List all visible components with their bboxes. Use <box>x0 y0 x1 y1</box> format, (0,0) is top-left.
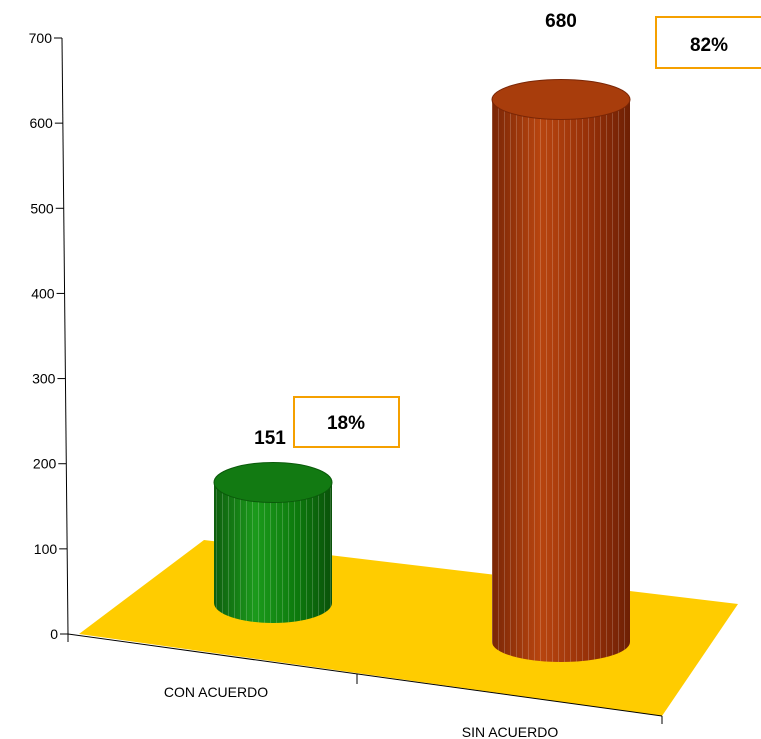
bar-texture <box>214 482 332 623</box>
y-axis-tick-label: 200 <box>33 456 57 472</box>
percent-label-con-acuerdo: 18% <box>327 413 365 434</box>
percent-box-con-acuerdo <box>293 396 400 448</box>
percent-label-sin-acuerdo: 82% <box>690 35 728 56</box>
y-axis-tick-label: 500 <box>30 200 54 216</box>
y-axis-tick-label: 300 <box>32 371 56 387</box>
bar-top <box>213 462 333 504</box>
y-axis-tick-label: 600 <box>29 115 53 131</box>
x-axis <box>67 633 663 724</box>
value-label-sin-acuerdo: 680 <box>545 11 577 32</box>
x-axis-line <box>67 633 663 717</box>
bar-top <box>491 79 631 121</box>
percent-box-sin-acuerdo <box>655 16 761 69</box>
bar-con-acuerdo <box>213 462 333 623</box>
y-axis-tick-label: 400 <box>31 285 55 301</box>
y-axis-tick-label: 100 <box>34 541 58 557</box>
bar-sin-acuerdo <box>491 79 631 662</box>
y-axis-tick-label: 0 <box>50 626 58 642</box>
category-label-sin-acuerdo: SIN ACUERDO <box>462 724 559 739</box>
bars-group <box>213 79 631 662</box>
value-label-con-acuerdo: 151 <box>254 428 286 449</box>
category-label-con-acuerdo: CON ACUERDO <box>164 684 268 700</box>
y-axis-line <box>61 37 69 635</box>
y-axis: 0 100 200 300 400 500 600 700 <box>29 30 69 642</box>
bar-texture <box>492 99 630 662</box>
y-axis-tick-label: 700 <box>29 30 53 46</box>
